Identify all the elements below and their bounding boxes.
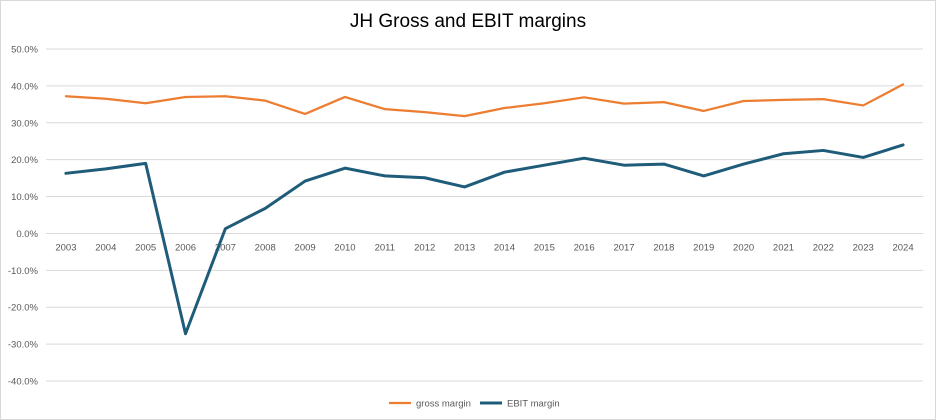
- y-tick-label: -40.0%: [8, 377, 39, 388]
- x-tick-label: 2004: [95, 242, 116, 253]
- x-tick-label: 2008: [255, 242, 276, 253]
- legend-label: gross margin: [416, 399, 471, 410]
- x-tick-label: 2007: [215, 242, 236, 253]
- x-tick-label: 2024: [892, 242, 913, 253]
- series-line-ebit-margin: [64, 143, 905, 336]
- y-tick-label: -30.0%: [8, 340, 39, 351]
- y-axis-tick-labels: 50.0% 40.0% 30.0% 20.0% 10.0% 0.0% -10.0% -20.0…: [8, 45, 39, 388]
- x-tick-label: 2011: [375, 242, 395, 253]
- x-tick-label: 2021: [773, 242, 794, 253]
- y-tick-label: -20.0%: [8, 303, 39, 314]
- y-tick-label: -10.0%: [8, 266, 39, 277]
- y-tick-label: 30.0%: [11, 118, 38, 129]
- legend: gross margin EBIT margin: [389, 399, 560, 410]
- x-tick-label: 2019: [693, 242, 714, 253]
- x-tick-label: 2017: [613, 242, 634, 253]
- legend-label: EBIT margin: [507, 399, 560, 410]
- gridlines: [46, 48, 923, 382]
- data-series: [64, 83, 905, 336]
- x-tick-label: 2010: [334, 242, 355, 253]
- x-tick-label: 2014: [494, 242, 515, 253]
- x-tick-label: 2018: [653, 242, 674, 253]
- x-tick-label: 2022: [813, 242, 834, 253]
- y-tick-label: 0.0%: [16, 229, 38, 240]
- x-tick-label: 2023: [853, 242, 874, 253]
- series-line-gross-margin: [64, 83, 905, 118]
- x-tick-label: 2015: [534, 242, 555, 253]
- x-tick-label: 2005: [135, 242, 156, 253]
- chart-title: JH Gross and EBIT margins: [349, 11, 587, 32]
- x-tick-label: 2006: [175, 242, 196, 253]
- x-tick-label: 2013: [454, 242, 475, 253]
- x-tick-label: 2012: [414, 242, 435, 253]
- x-tick-label: 2020: [733, 242, 754, 253]
- y-tick-label: 50.0%: [11, 45, 38, 56]
- y-tick-label: 10.0%: [11, 192, 38, 203]
- y-tick-label: 20.0%: [11, 155, 38, 166]
- x-axis-tick-labels: 2003 2004 2005 2006 2007 2008 2009 2010 2011 2012…: [55, 242, 913, 253]
- y-tick-label: 40.0%: [11, 81, 38, 92]
- x-tick-label: 2016: [574, 242, 595, 253]
- x-tick-label: 2003: [55, 242, 76, 253]
- x-tick-label: 2009: [295, 242, 316, 253]
